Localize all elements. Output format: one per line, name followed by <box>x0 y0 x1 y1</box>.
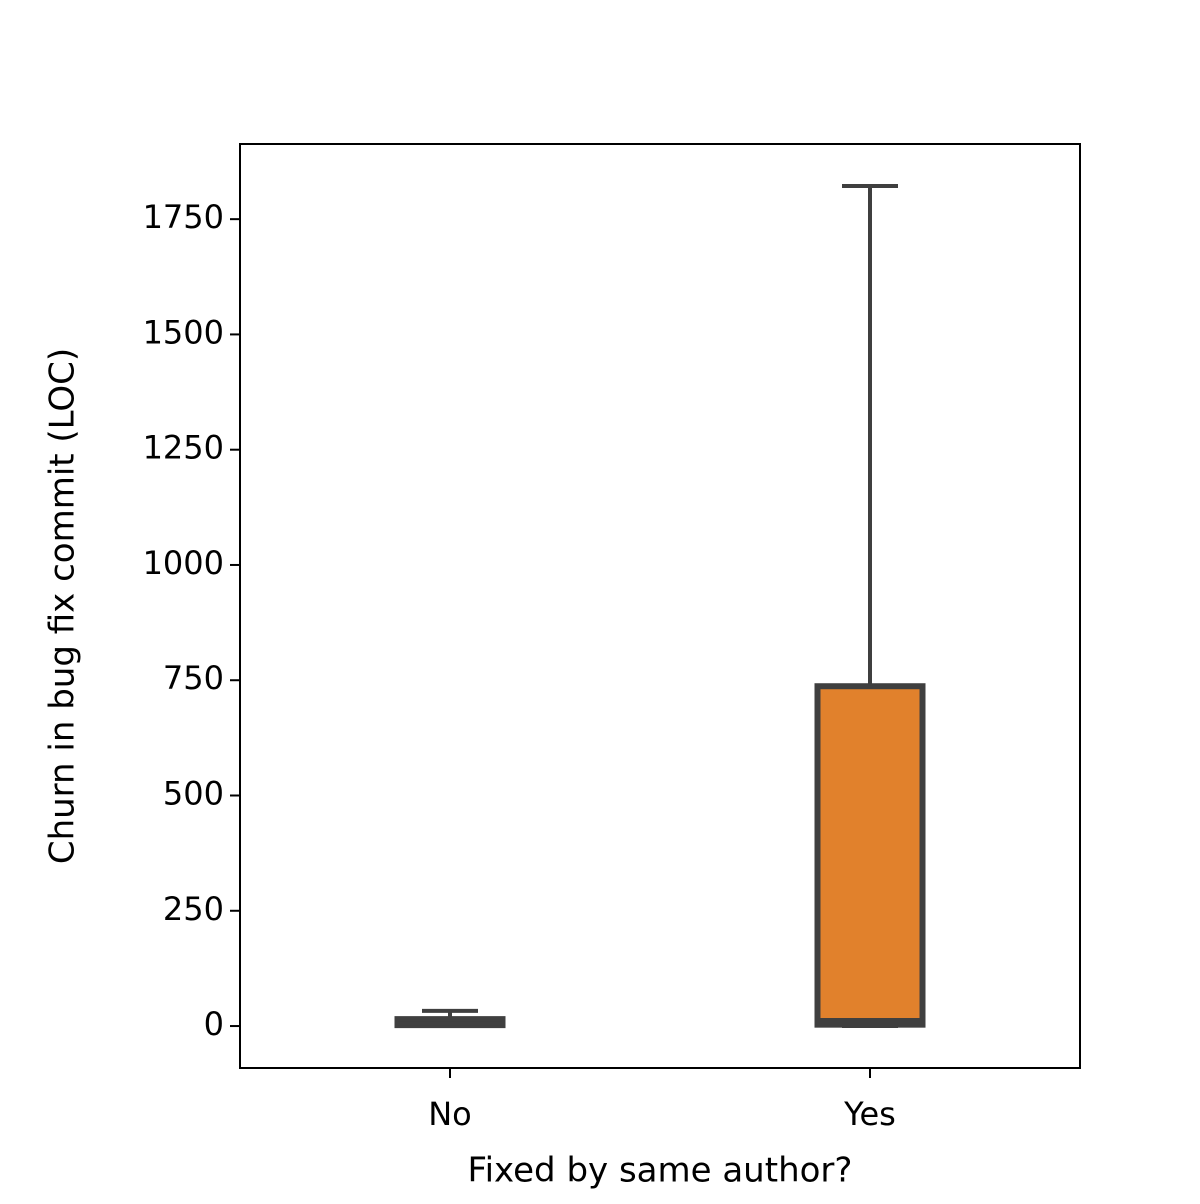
y-axis-label: Churn in bug fix commit (LOC) <box>43 348 83 864</box>
x-tick-label: Yes <box>843 1095 896 1133</box>
y-tick-label: 750 <box>163 659 224 697</box>
x-tick-label: No <box>428 1095 472 1133</box>
y-tick-label: 1000 <box>143 544 224 582</box>
y-tick-label: 500 <box>163 775 224 813</box>
x-axis-label: Fixed by same author? <box>468 1151 853 1191</box>
y-tick-label: 1250 <box>143 429 224 467</box>
y-tick-label: 1750 <box>143 198 224 236</box>
plot-frame <box>239 143 1081 1069</box>
y-tick-label: 0 <box>204 1005 224 1043</box>
box <box>814 683 926 1028</box>
y-tick-label: 1500 <box>143 313 224 351</box>
y-tick-label: 250 <box>163 890 224 928</box>
